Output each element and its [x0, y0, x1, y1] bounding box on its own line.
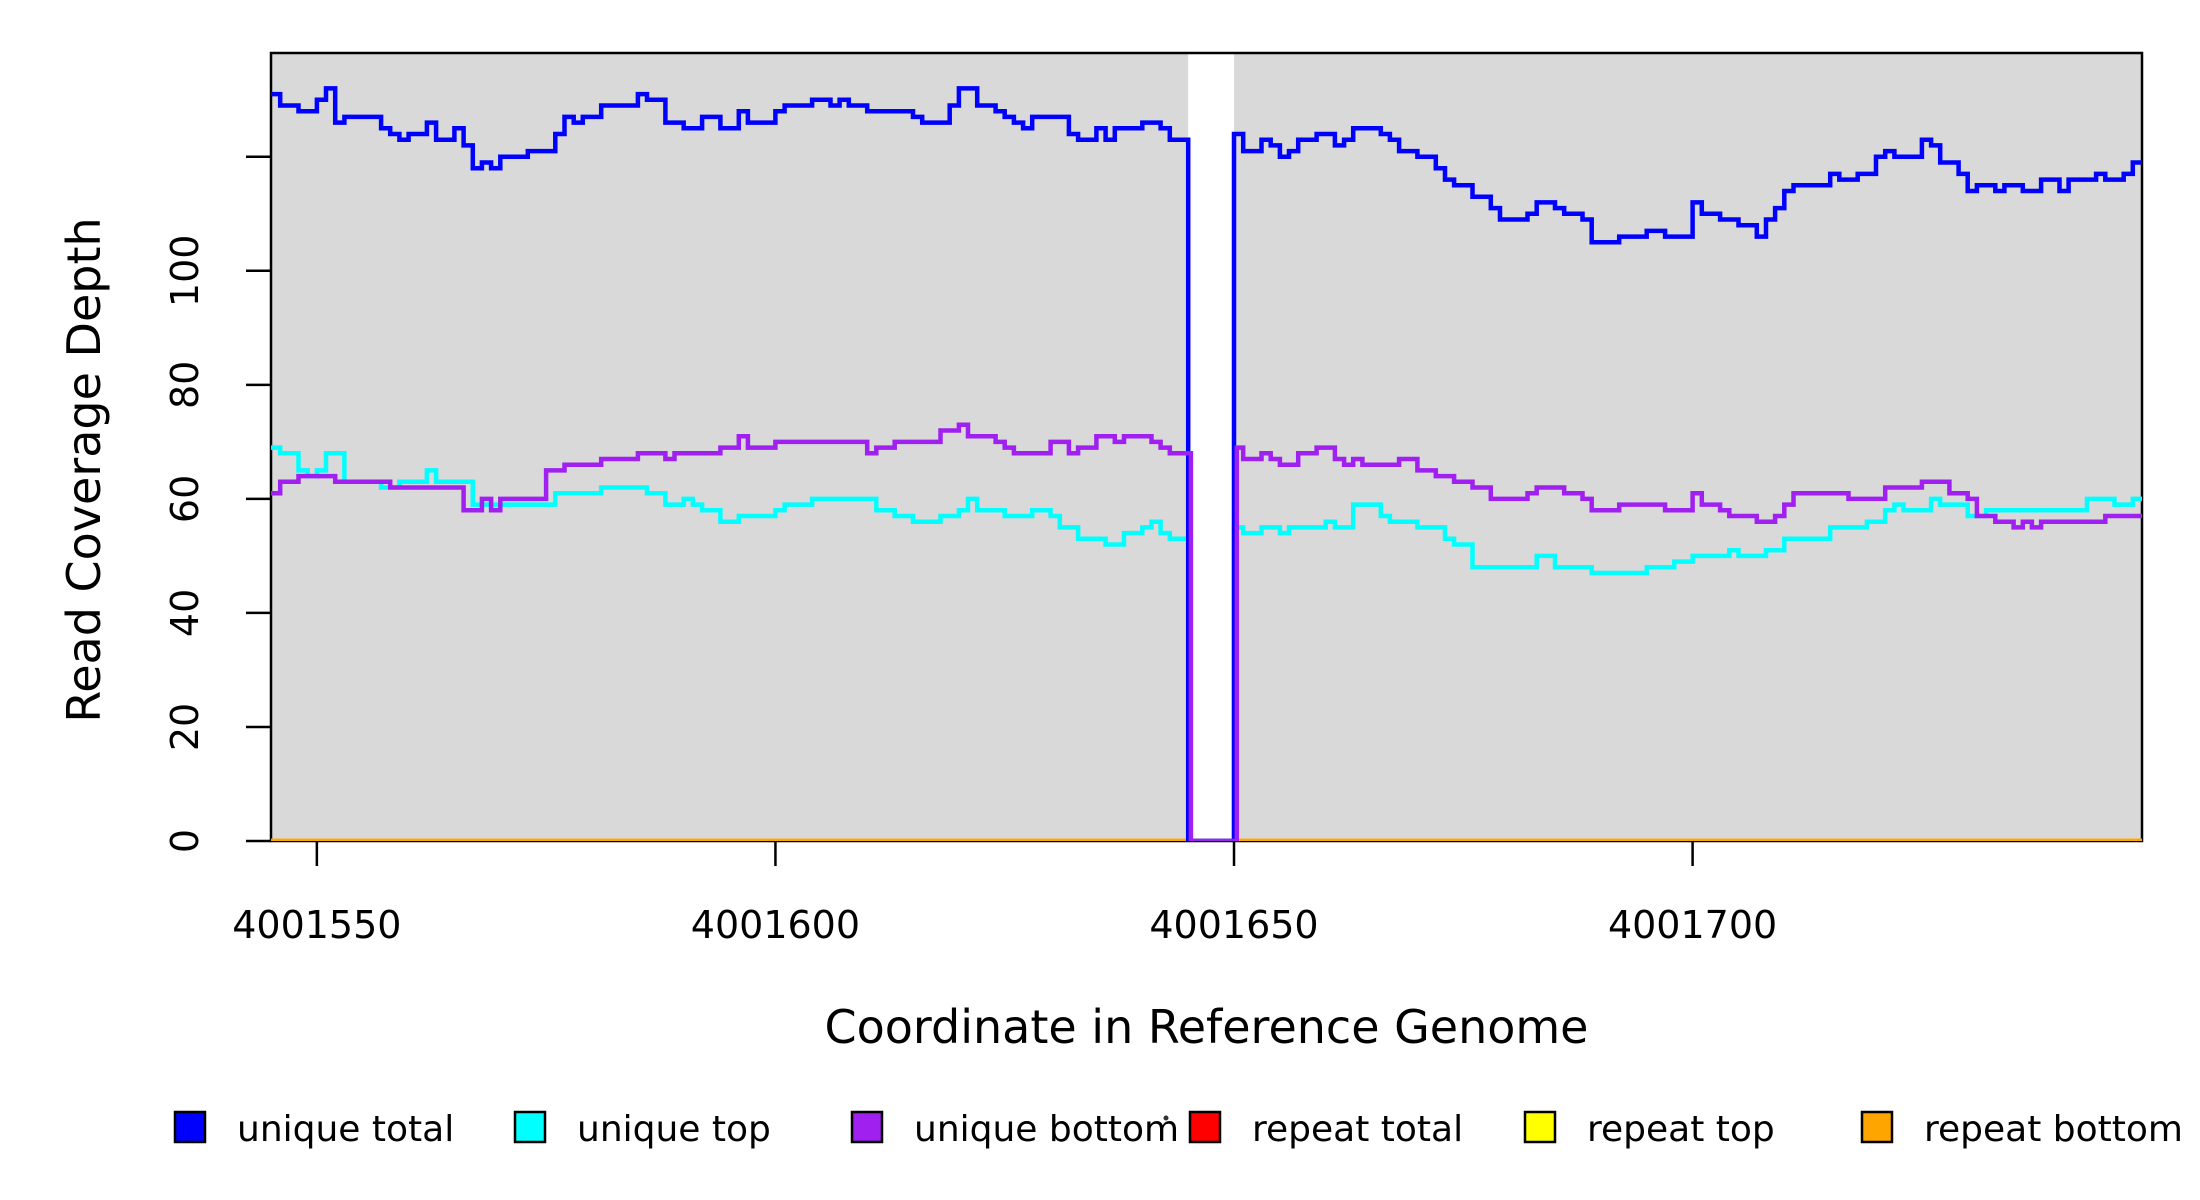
legend-label: unique bottom [914, 1109, 1179, 1150]
y-tick-label: 60 [163, 475, 207, 523]
y-tick-label: 20 [163, 703, 207, 751]
legend-item-repeat-bottom: repeat bottom [1860, 1109, 2183, 1150]
y-tick-label: 0 [163, 829, 207, 853]
y-tick-label: 100 [163, 235, 207, 308]
legend-swatch-icon [1860, 1110, 1894, 1144]
legend-item-unique-bottom: unique bottom [850, 1109, 1179, 1150]
x-axis-title: Coordinate in Reference Genome [825, 1000, 1589, 1054]
legend-item-unique-top: unique top [513, 1109, 771, 1150]
legend-swatch-icon [173, 1110, 207, 1144]
legend-item-repeat-top: repeat top [1523, 1109, 1775, 1150]
legend-label: repeat top [1587, 1109, 1775, 1150]
legend-swatch-icon [513, 1110, 547, 1144]
y-tick-label: 40 [163, 589, 207, 637]
legend-item-unique-total: unique total [173, 1109, 454, 1150]
legend-label: repeat total [1252, 1109, 1463, 1150]
y-axis-title: Read Coverage Depth [57, 217, 111, 722]
stray-dot-artifact [1163, 1115, 1169, 1121]
legend-label: unique top [577, 1109, 771, 1150]
series-unique-top-line [271, 445, 2142, 841]
x-tick-label: 4001700 [1608, 903, 1777, 947]
legend: unique total unique top unique bottom repea… [173, 1109, 2183, 1150]
series-unique-bottom-line [271, 422, 2142, 841]
series-group [271, 86, 2142, 841]
x-tick-label: 4001550 [232, 903, 401, 947]
y-tick-label: 80 [163, 361, 207, 409]
legend-label: unique total [237, 1109, 454, 1150]
legend-label: repeat bottom [1924, 1109, 2183, 1150]
coverage-gap-band [1188, 53, 1235, 841]
x-tick-label: 4001600 [691, 903, 860, 947]
legend-item-repeat-total: repeat total [1188, 1109, 1463, 1150]
legend-swatch-icon [1188, 1110, 1222, 1144]
legend-swatch-icon [850, 1110, 884, 1144]
legend-swatch-icon [1523, 1110, 1557, 1144]
x-tick-label: 4001650 [1149, 903, 1318, 947]
series-unique-total-line [271, 86, 2142, 841]
